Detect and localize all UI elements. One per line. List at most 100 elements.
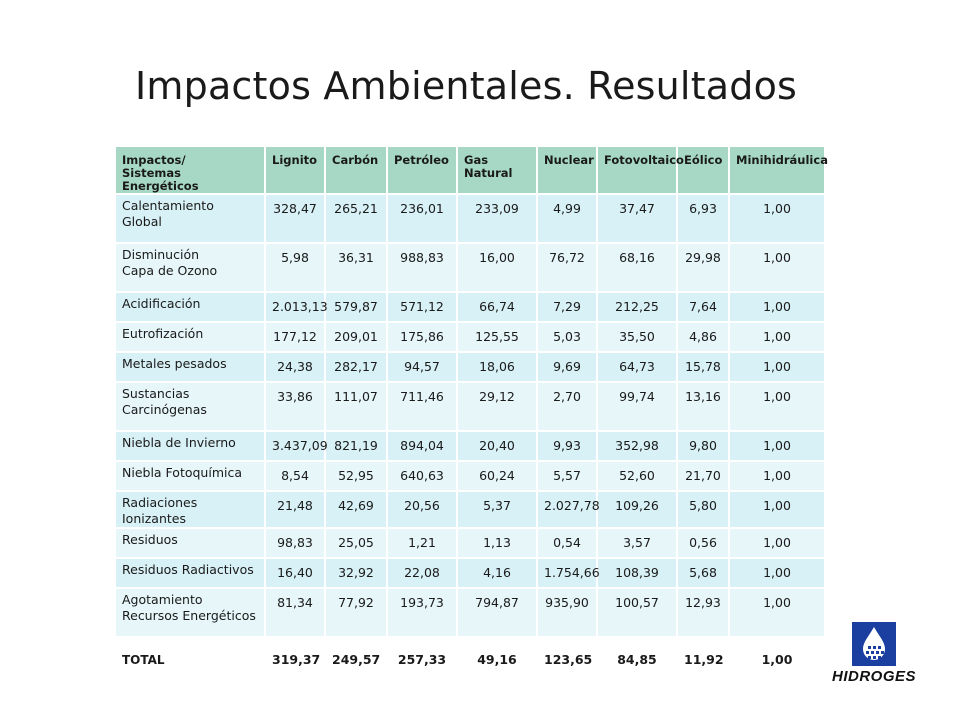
row-label-line: Acidificación	[122, 296, 201, 311]
row-label-line: Residuos Radiactivos	[122, 562, 254, 577]
table-cell: 193,73	[386, 587, 456, 636]
spacer-cell	[264, 636, 324, 646]
table-cell: 282,17	[324, 351, 386, 381]
row-label: Calentamiento Global	[116, 193, 264, 242]
table-cell: 988,83	[386, 242, 456, 291]
table-cell: 5,03	[536, 321, 596, 351]
table-row: Acidificación 2.013,13 579,87 571,12 66,74 7,…	[116, 291, 824, 321]
header-impacts: Impactos/ Sistemas Energéticos	[116, 147, 264, 193]
table-cell: 328,47	[264, 193, 324, 242]
table-cell: 68,16	[596, 242, 676, 291]
row-label: Acidificación	[116, 291, 264, 321]
table-cell: 0,56	[676, 527, 728, 557]
table-cell: 5,37	[456, 490, 536, 527]
table-cell: 236,01	[386, 193, 456, 242]
table-cell: 4,16	[456, 557, 536, 587]
table-cell: 21,70	[676, 460, 728, 490]
row-label: Residuos Radiactivos	[116, 557, 264, 587]
table-cell: 6,93	[676, 193, 728, 242]
table-cell: 9,69	[536, 351, 596, 381]
row-label-line: Eutrofización	[122, 326, 204, 341]
table-cell: 52,60	[596, 460, 676, 490]
table-row: Residuos 98,83 25,05 1,21 1,13 0,54 3,57 0,56 1,…	[116, 527, 824, 557]
table-cell: 1,00	[728, 430, 824, 460]
total-cell: 49,16	[456, 646, 536, 678]
table-cell: 16,40	[264, 557, 324, 587]
table-row: Sustancias Carcinógenas 33,86 111,07 711,46 2…	[116, 381, 824, 430]
header-nuclear: Nuclear	[536, 147, 596, 193]
table-cell: 13,16	[676, 381, 728, 430]
table-cell: 1.754,66	[536, 557, 600, 587]
table-row: Radiaciones Ionizantes 21,48 42,69 20,56 5,3…	[116, 490, 824, 527]
total-cell: 257,33	[386, 646, 456, 678]
table-cell: 9,80	[676, 430, 728, 460]
table-cell: 32,92	[324, 557, 386, 587]
table-cell: 233,09	[456, 193, 536, 242]
spacer-cell	[386, 636, 456, 646]
row-label: Agotamiento Recursos Energéticos	[116, 587, 264, 636]
table-cell: 8,54	[264, 460, 324, 490]
table-cell: 2.027,78	[536, 490, 600, 527]
table-cell: 1,00	[728, 193, 824, 242]
row-label-line: Radiaciones Ionizantes	[122, 495, 198, 526]
water-drop-icon	[852, 622, 896, 666]
row-label-line: Metales pesados	[122, 356, 227, 371]
row-label: Radiaciones Ionizantes	[116, 490, 264, 527]
table-row: Calentamiento Global 328,47 265,21 236,01 233…	[116, 193, 824, 242]
table-cell: 1,00	[728, 557, 824, 587]
table-cell: 100,57	[596, 587, 676, 636]
impacts-table-container: Impactos/ Sistemas Energéticos Lignito C…	[116, 147, 828, 678]
row-label-line: Recursos Energéticos	[122, 608, 256, 623]
table-cell: 20,40	[456, 430, 536, 460]
total-cell: 1,00	[728, 646, 824, 678]
table-cell: 36,31	[324, 242, 386, 291]
table-cell: 52,95	[324, 460, 386, 490]
table-cell: 794,87	[456, 587, 536, 636]
spacer-cell	[596, 636, 676, 646]
table-cell: 111,07	[324, 381, 386, 430]
table-cell: 209,01	[324, 321, 386, 351]
hidroges-logo: HIDROGES	[818, 622, 930, 688]
row-label-line: Niebla de Invierno	[122, 435, 236, 450]
table-cell: 76,72	[536, 242, 596, 291]
table-cell: 22,08	[386, 557, 456, 587]
table-cell: 81,34	[264, 587, 324, 636]
row-label-line: Calentamiento	[122, 198, 214, 213]
logo-text: HIDROGES	[831, 668, 916, 685]
table-cell: 125,55	[456, 321, 536, 351]
spacer-cell	[324, 636, 386, 646]
table-cell: 5,68	[676, 557, 728, 587]
table-cell: 24,38	[264, 351, 324, 381]
row-label: Eutrofización	[116, 321, 264, 351]
row-label: Sustancias Carcinógenas	[116, 381, 264, 430]
table-cell: 579,87	[324, 291, 386, 321]
total-cell: 84,85	[596, 646, 676, 678]
header-lignito: Lignito	[264, 147, 324, 193]
table-cell: 1,00	[728, 321, 824, 351]
table-cell: 42,69	[324, 490, 386, 527]
table-header-row: Impactos/ Sistemas Energéticos Lignito C…	[116, 147, 828, 193]
table-cell: 1,00	[728, 351, 824, 381]
table-cell: 1,00	[728, 527, 824, 557]
table-cell: 109,26	[596, 490, 676, 527]
table-row: Niebla de Invierno 3.437,09 821,19 894,04 20…	[116, 430, 824, 460]
table-cell: 0,54	[536, 527, 596, 557]
table-cell: 1,00	[728, 291, 824, 321]
table-cell: 640,63	[386, 460, 456, 490]
table-cell: 3.437,09	[264, 430, 328, 460]
table-row: Disminución Capa de Ozono 5,98 36,31 988,83 1…	[116, 242, 824, 291]
row-label-line: Niebla Fotoquímica	[122, 465, 243, 480]
total-cell: 249,57	[324, 646, 386, 678]
total-label: TOTAL	[116, 646, 264, 678]
header-impacts-line2: Sistemas Energéticos	[122, 166, 199, 193]
row-label: Disminución Capa de Ozono	[116, 242, 264, 291]
table-cell: 265,21	[324, 193, 386, 242]
table-cell: 175,86	[386, 321, 456, 351]
row-label: Metales pesados	[116, 351, 264, 381]
table-cell: 1,00	[728, 242, 824, 291]
table-cell: 29,12	[456, 381, 536, 430]
table-cell: 21,48	[264, 490, 324, 527]
table-cell: 2,70	[536, 381, 596, 430]
total-cell: 11,92	[676, 646, 728, 678]
table-cell: 77,92	[324, 587, 386, 636]
